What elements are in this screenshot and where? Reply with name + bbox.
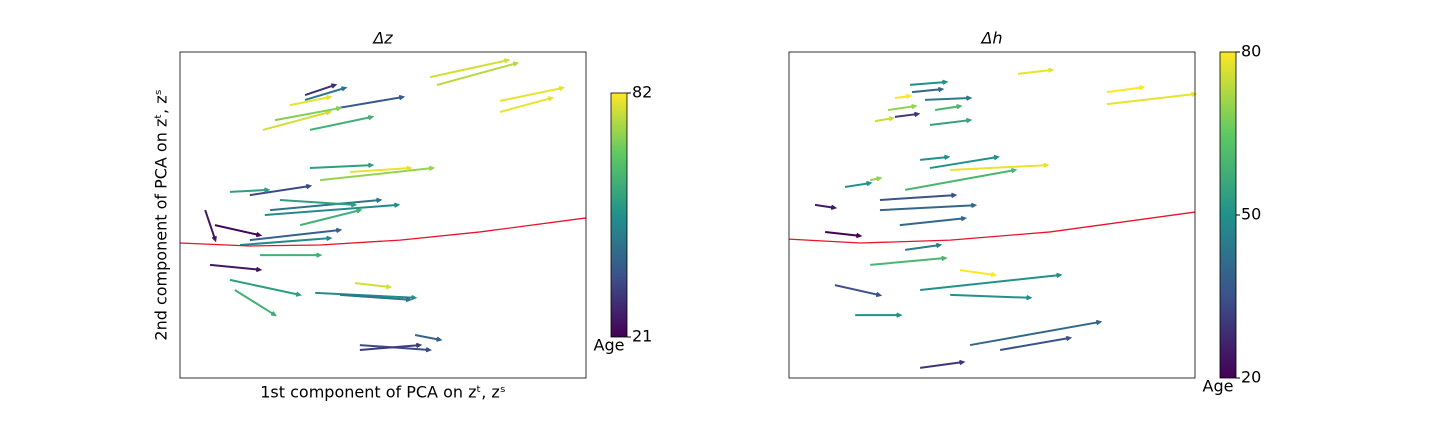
arrow bbox=[904, 167, 1018, 191]
arrow bbox=[204, 209, 217, 243]
arrow bbox=[229, 187, 271, 193]
arrow bbox=[855, 312, 903, 318]
axes-title: Δz bbox=[371, 29, 393, 48]
arrow bbox=[825, 230, 863, 239]
arrow bbox=[319, 165, 436, 182]
arrow bbox=[870, 176, 883, 182]
arrow bbox=[894, 93, 913, 100]
arrow bbox=[249, 227, 343, 242]
arrow bbox=[911, 86, 945, 94]
arrow bbox=[950, 293, 1033, 301]
arrow bbox=[899, 215, 968, 227]
arrow bbox=[234, 289, 277, 317]
arrow bbox=[1017, 67, 1055, 75]
arrow bbox=[209, 263, 263, 273]
arrow bbox=[929, 154, 1000, 170]
arrow bbox=[299, 208, 363, 227]
arrow bbox=[354, 282, 393, 290]
arrow bbox=[920, 154, 951, 161]
arrow bbox=[309, 114, 375, 131]
axes-frame bbox=[788, 51, 1196, 379]
arrow bbox=[350, 165, 413, 173]
arrow bbox=[879, 192, 958, 202]
fit-curve bbox=[179, 217, 587, 247]
arrow bbox=[870, 255, 948, 266]
arrow bbox=[1106, 85, 1146, 94]
arrow bbox=[1106, 91, 1198, 106]
arrow bbox=[924, 95, 973, 101]
arrow bbox=[214, 224, 263, 238]
arrow bbox=[879, 202, 978, 212]
arrow bbox=[304, 83, 338, 96]
arrow bbox=[249, 183, 313, 197]
arrow bbox=[259, 252, 323, 258]
colorbar-label: Age bbox=[594, 336, 625, 355]
arrow bbox=[499, 85, 566, 102]
y-axis-label: 2nd component of PCA on zᵗ, zˢ bbox=[152, 89, 171, 340]
arrow bbox=[929, 117, 973, 127]
colorbar bbox=[1219, 51, 1237, 379]
arrow bbox=[429, 58, 511, 79]
axes-frame bbox=[179, 51, 587, 379]
arrow bbox=[920, 272, 1063, 291]
arrow bbox=[920, 359, 966, 369]
arrow bbox=[894, 111, 921, 118]
arrow bbox=[359, 342, 423, 351]
colorbar-tick-label: 80 bbox=[1241, 42, 1261, 61]
arrow bbox=[909, 79, 949, 86]
arrow bbox=[289, 95, 333, 107]
arrow bbox=[969, 319, 1103, 347]
colorbar-tick-label: 20 bbox=[1241, 368, 1261, 387]
arrow bbox=[950, 162, 1050, 172]
colorbar-tick-label: 50 bbox=[1241, 205, 1261, 224]
arrow bbox=[279, 199, 358, 208]
arrow bbox=[499, 96, 555, 113]
arrow bbox=[339, 293, 413, 303]
arrow bbox=[999, 335, 1073, 351]
arrow bbox=[414, 333, 443, 342]
arrow bbox=[229, 278, 303, 297]
arrow bbox=[262, 110, 333, 131]
colorbar-tick-label: 21 bbox=[632, 327, 652, 346]
arrow bbox=[959, 269, 998, 278]
colorbar-tick-label: 82 bbox=[632, 83, 652, 102]
arrow bbox=[304, 86, 348, 101]
arrow bbox=[834, 284, 883, 298]
colorbar bbox=[610, 92, 628, 338]
arrow bbox=[935, 103, 963, 112]
arrow bbox=[814, 203, 838, 210]
arrow bbox=[844, 180, 873, 188]
arrow bbox=[904, 242, 943, 251]
axes-title: Δh bbox=[979, 29, 1002, 48]
arrow bbox=[274, 106, 343, 122]
arrow bbox=[309, 162, 375, 170]
arrow bbox=[264, 202, 401, 216]
arrow bbox=[270, 197, 383, 212]
colorbar-label: Age bbox=[1203, 377, 1234, 396]
arrow bbox=[315, 291, 418, 301]
arrow bbox=[887, 103, 918, 112]
arrow bbox=[337, 94, 406, 110]
arrow bbox=[240, 235, 333, 246]
arrow bbox=[874, 116, 896, 123]
arrow bbox=[436, 61, 520, 86]
fit-curve bbox=[788, 211, 1196, 244]
x-axis-label: 1st component of PCA on zᵗ, zˢ bbox=[260, 383, 506, 402]
